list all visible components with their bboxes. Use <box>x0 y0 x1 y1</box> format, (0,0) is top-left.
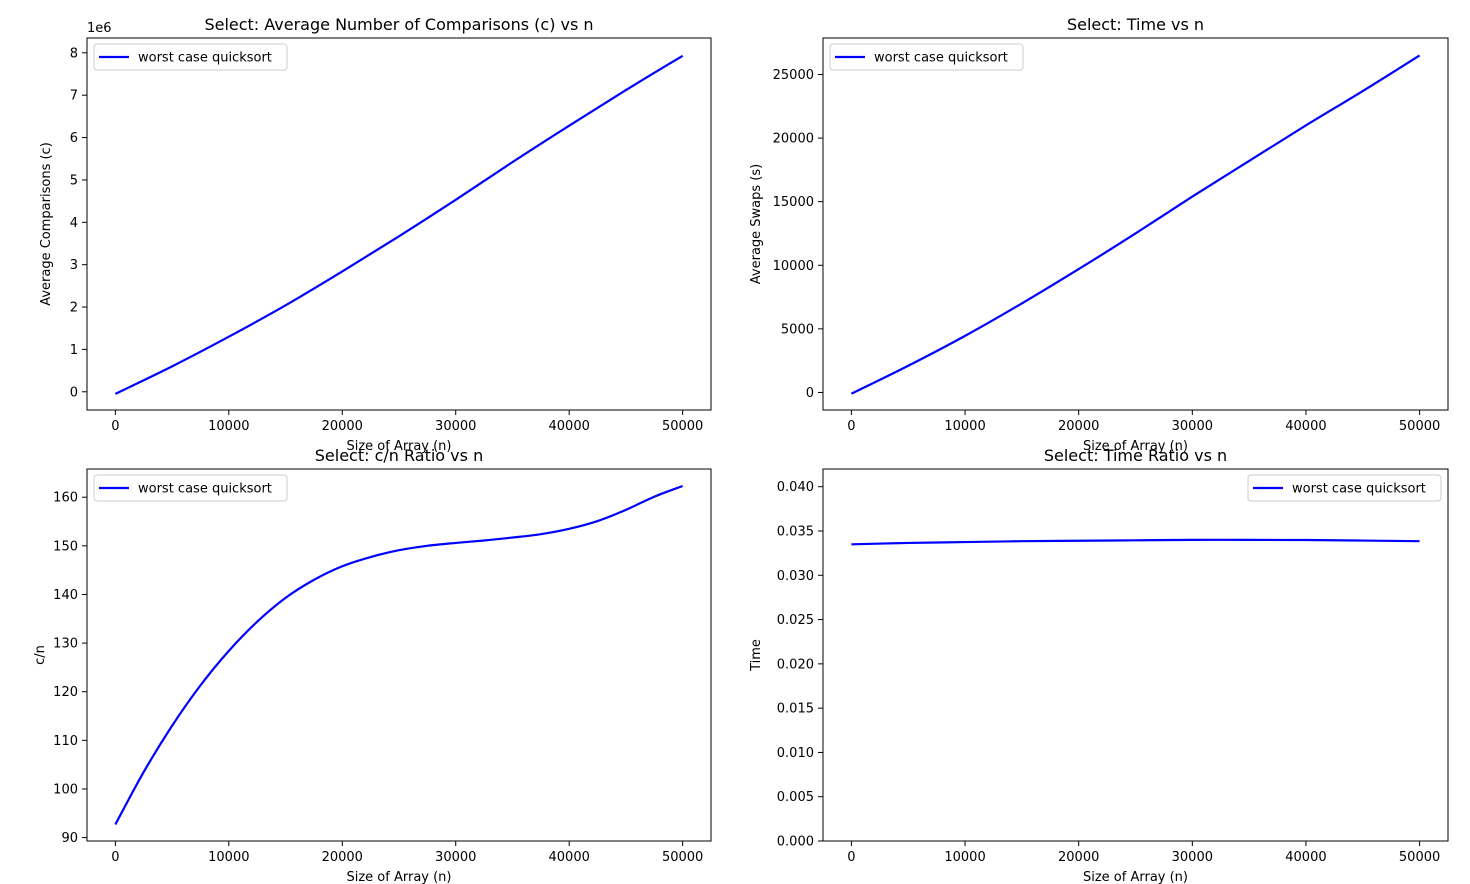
y-tick-label: 90 <box>61 831 78 846</box>
y-tick-label: 0.020 <box>777 657 814 672</box>
x-tick-label: 20000 <box>1058 419 1099 434</box>
chart-panel-3: Select: c/n Ratio vs n 0 10000 20000 30000 40… <box>33 446 712 884</box>
y-tick-label: 2 <box>70 301 78 316</box>
x-tick-label: 30000 <box>435 419 476 434</box>
y-tick-label: 0.030 <box>777 569 814 584</box>
legend: worst case quicksort <box>829 43 1024 71</box>
y-tick-label: 7 <box>70 89 78 104</box>
x-tick-label: 0 <box>847 850 855 865</box>
x-tick-label: 40000 <box>549 850 590 865</box>
y-tick-label: 1 <box>70 343 78 358</box>
y-tick-label: 5 <box>70 173 78 188</box>
y-tick-label: 10000 <box>773 259 814 274</box>
chart-title: Select: Time Ratio vs n <box>1044 446 1227 465</box>
y-tick-label: 0.035 <box>777 525 814 540</box>
x-tick-label: 20000 <box>1058 850 1099 865</box>
x-tick-label: 50000 <box>662 419 703 434</box>
y-tick-label: 100 <box>53 782 78 797</box>
y-axis-label: Time <box>749 639 764 672</box>
chart-title: Select: Average Number of Comparisons (c… <box>204 15 593 34</box>
x-tick-label: 40000 <box>549 419 590 434</box>
legend: worst case quicksort <box>93 43 288 71</box>
chart-title: Select: c/n Ratio vs n <box>315 446 483 465</box>
x-tick-label: 0 <box>111 850 119 865</box>
x-tick-label: 10000 <box>944 850 985 865</box>
x-axis-label: Size of Array (n) <box>1083 439 1188 454</box>
x-tick-label: 10000 <box>208 419 249 434</box>
y-axis-label: Average Comparisons (c) <box>39 142 54 306</box>
axes-frame <box>86 468 712 842</box>
y-axis-label: Average Swaps (s) <box>749 164 764 284</box>
y-tick-label: 110 <box>53 734 78 749</box>
y-tick-label: 5000 <box>781 322 814 337</box>
legend-entry: worst case quicksort <box>138 482 272 497</box>
legend-box <box>1247 474 1442 502</box>
x-tick-label: 40000 <box>1285 419 1326 434</box>
x-tick-label: 10000 <box>944 419 985 434</box>
chart-title: Select: Time vs n <box>1067 15 1204 34</box>
y-tick-label: 0.025 <box>777 613 814 628</box>
chart-panel-1: Select: Average Number of Comparisons (c… <box>39 15 712 454</box>
x-tick-label: 30000 <box>1172 850 1213 865</box>
chart-panel-4: Select: Time Ratio vs n 0 10000 20000 30000 4… <box>749 446 1449 884</box>
y-tick-label: 130 <box>53 637 78 652</box>
x-tick-label: 10000 <box>208 850 249 865</box>
x-tick-label: 20000 <box>322 419 363 434</box>
x-tick-label: 30000 <box>1172 419 1213 434</box>
legend-entry: worst case quicksort <box>1292 482 1426 497</box>
x-tick-label: 20000 <box>322 850 363 865</box>
y-tick-label: 0.000 <box>777 835 814 850</box>
y-tick-label: 4 <box>70 216 78 231</box>
y-tick-label: 0 <box>806 386 814 401</box>
legend-box <box>829 43 1024 71</box>
y-tick-label: 0.005 <box>777 790 814 805</box>
legend: worst case quicksort <box>1247 474 1442 502</box>
x-tick-label: 50000 <box>1399 850 1440 865</box>
y-axis-label: c/n <box>33 645 48 665</box>
series-line <box>114 54 684 395</box>
y-tick-label: 25000 <box>773 68 814 83</box>
legend-box <box>93 474 288 502</box>
axes-frame <box>86 37 712 411</box>
y-tick-label: 120 <box>53 685 78 700</box>
x-tick-label: 0 <box>111 419 119 434</box>
x-tick-label: 40000 <box>1285 850 1326 865</box>
y-tick-label: 15000 <box>773 195 814 210</box>
chart-panel-2: Select: Time vs n 0 10000 20000 30000 40000 50… <box>749 15 1449 454</box>
y-tick-label: 150 <box>53 539 78 554</box>
axes-frame <box>822 468 1449 842</box>
y-tick-label: 0.040 <box>777 480 814 495</box>
x-tick-label: 30000 <box>435 850 476 865</box>
y-tick-label: 6 <box>70 131 78 146</box>
series-line <box>850 54 1421 395</box>
y-tick-label: 8 <box>70 46 78 61</box>
x-axis-label: Size of Array (n) <box>346 439 451 454</box>
y-tick-label: 0 <box>70 385 78 400</box>
axes-frame <box>822 37 1449 411</box>
y-tick-label: 0.010 <box>777 746 814 761</box>
y-tick-label: 3 <box>70 258 78 273</box>
legend-box <box>93 43 288 71</box>
y-tick-label: 160 <box>53 491 78 506</box>
x-axis-label: Size of Array (n) <box>1083 870 1188 884</box>
y-tick-label: 140 <box>53 588 78 603</box>
y-offset-label: 1e6 <box>87 21 112 36</box>
series-line <box>114 484 684 825</box>
legend: worst case quicksort <box>93 474 288 502</box>
x-tick-label: 0 <box>847 419 855 434</box>
x-axis-label: Size of Array (n) <box>346 870 451 884</box>
series-line <box>851 538 1420 546</box>
y-tick-label: 20000 <box>773 132 814 147</box>
legend-entry: worst case quicksort <box>874 51 1008 66</box>
legend-entry: worst case quicksort <box>138 51 272 66</box>
x-tick-label: 50000 <box>662 850 703 865</box>
x-tick-label: 50000 <box>1399 419 1440 434</box>
y-tick-label: 0.015 <box>777 702 814 717</box>
